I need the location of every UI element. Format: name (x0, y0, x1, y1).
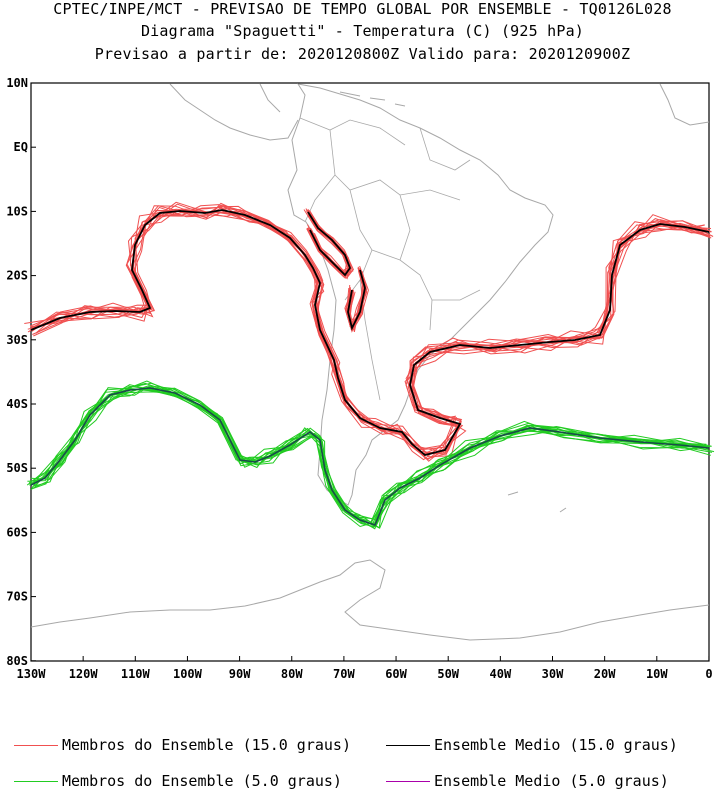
legend-label-mean-5: Ensemble Medio (5.0 graus) (434, 772, 669, 790)
legend-members-15: Membros do Ensemble (15.0 graus) (14, 736, 351, 754)
coastlines (30, 83, 710, 641)
legend-mean-15: Ensemble Medio (15.0 graus) (386, 736, 678, 754)
member-5-trace (30, 388, 706, 528)
member-15-trace (35, 202, 712, 458)
legend-label-members-15: Membros do Ensemble (15.0 graus) (62, 736, 351, 754)
island-south-georgia (507, 491, 567, 513)
title-line-1: CPTEC/INPE/MCT - PREVISAO DE TEMPO GLOBA… (53, 0, 672, 18)
member-5-trace (31, 385, 710, 525)
south-america-coast (287, 83, 554, 506)
lat-tick-label: 10N (6, 76, 28, 90)
member-5-trace (31, 385, 709, 528)
longitude-labels: 130W 120W 110W 100W 90W 80W 70W 60W 50W 40W 30W 20W… (17, 656, 713, 681)
member-5-trace (29, 391, 707, 528)
member-5-trace (30, 388, 712, 530)
mean-15-trace (307, 211, 352, 277)
member-5-trace (26, 387, 704, 528)
members-5-group (26, 380, 715, 530)
lon-tick-label: 90W (229, 667, 251, 681)
lon-tick-label: 10W (646, 667, 668, 681)
lon-tick-label: 70W (333, 667, 355, 681)
member-15-trace (30, 203, 714, 450)
lat-tick-label: 50S (6, 461, 28, 475)
africa-coast (659, 83, 710, 126)
lat-tick-label: 30S (6, 333, 28, 347)
legend-label-mean-15: Ensemble Medio (15.0 graus) (434, 736, 678, 754)
member-5-trace (32, 385, 713, 525)
lon-tick-label: 110W (121, 667, 151, 681)
lon-tick-label: 40W (490, 667, 512, 681)
lat-tick-label: 60S (6, 525, 28, 539)
map-frame (30, 82, 710, 662)
legend-label-members-5: Membros do Ensemble (5.0 graus) (62, 772, 342, 790)
member-5-trace (30, 382, 712, 521)
legend-swatch-members-15 (14, 744, 58, 746)
member-5-trace (29, 380, 710, 520)
member-15-trace (27, 209, 709, 455)
member-15-trace (36, 206, 712, 456)
mean-5-trace (30, 387, 710, 526)
member-5-trace (34, 387, 711, 529)
country-borders (299, 117, 481, 401)
lon-tick-label: 120W (69, 667, 99, 681)
lat-tick-label: EQ (14, 140, 28, 154)
member-5-trace (29, 382, 709, 523)
lat-tick-label: 40S (6, 397, 28, 411)
member-5-trace (27, 386, 709, 525)
latitude-labels: 10N EQ 10S 20S 30S 40S 50S 60S 70S 80S (6, 76, 36, 668)
legend-swatch-mean-15 (386, 744, 430, 746)
lon-tick-label: 100W (173, 667, 203, 681)
member-5-trace (28, 387, 707, 528)
mean-5-group (30, 387, 710, 526)
mean-15-trace (30, 209, 710, 456)
member-5-trace (34, 384, 715, 529)
member-15-trace (303, 209, 349, 278)
lon-tick-label: 50W (437, 667, 459, 681)
caribbean-islands (339, 91, 406, 107)
mean-15-group (30, 209, 710, 456)
lat-tick-label: 20S (6, 269, 28, 283)
legend-mean-5: Ensemble Medio (5.0 graus) (386, 772, 669, 790)
lat-tick-label: 10S (6, 204, 28, 218)
legend-swatch-mean-5 (386, 780, 430, 782)
lat-tick-label: 70S (6, 590, 28, 604)
lon-tick-label: 30W (542, 667, 564, 681)
lon-tick-label: 0 (705, 667, 712, 681)
lat-tick-label: 80S (6, 654, 28, 668)
lon-tick-label: 60W (385, 667, 407, 681)
member-15-trace (31, 204, 712, 454)
legend-swatch-members-5 (14, 780, 58, 782)
lon-tick-label: 130W (17, 667, 47, 681)
central-america-coast (169, 83, 299, 141)
antarctica-coast (30, 559, 710, 641)
lon-tick-label: 80W (281, 667, 303, 681)
title-line-2: Diagrama "Spaguetti" - Temperatura (C) (… (140, 22, 585, 40)
mean-15-trace (347, 269, 366, 331)
lon-tick-label: 20W (594, 667, 616, 681)
legend-members-5: Membros do Ensemble (5.0 graus) (14, 772, 342, 790)
title-line-3: Previsao a partir de: 2020120800Z Valido… (94, 45, 631, 63)
